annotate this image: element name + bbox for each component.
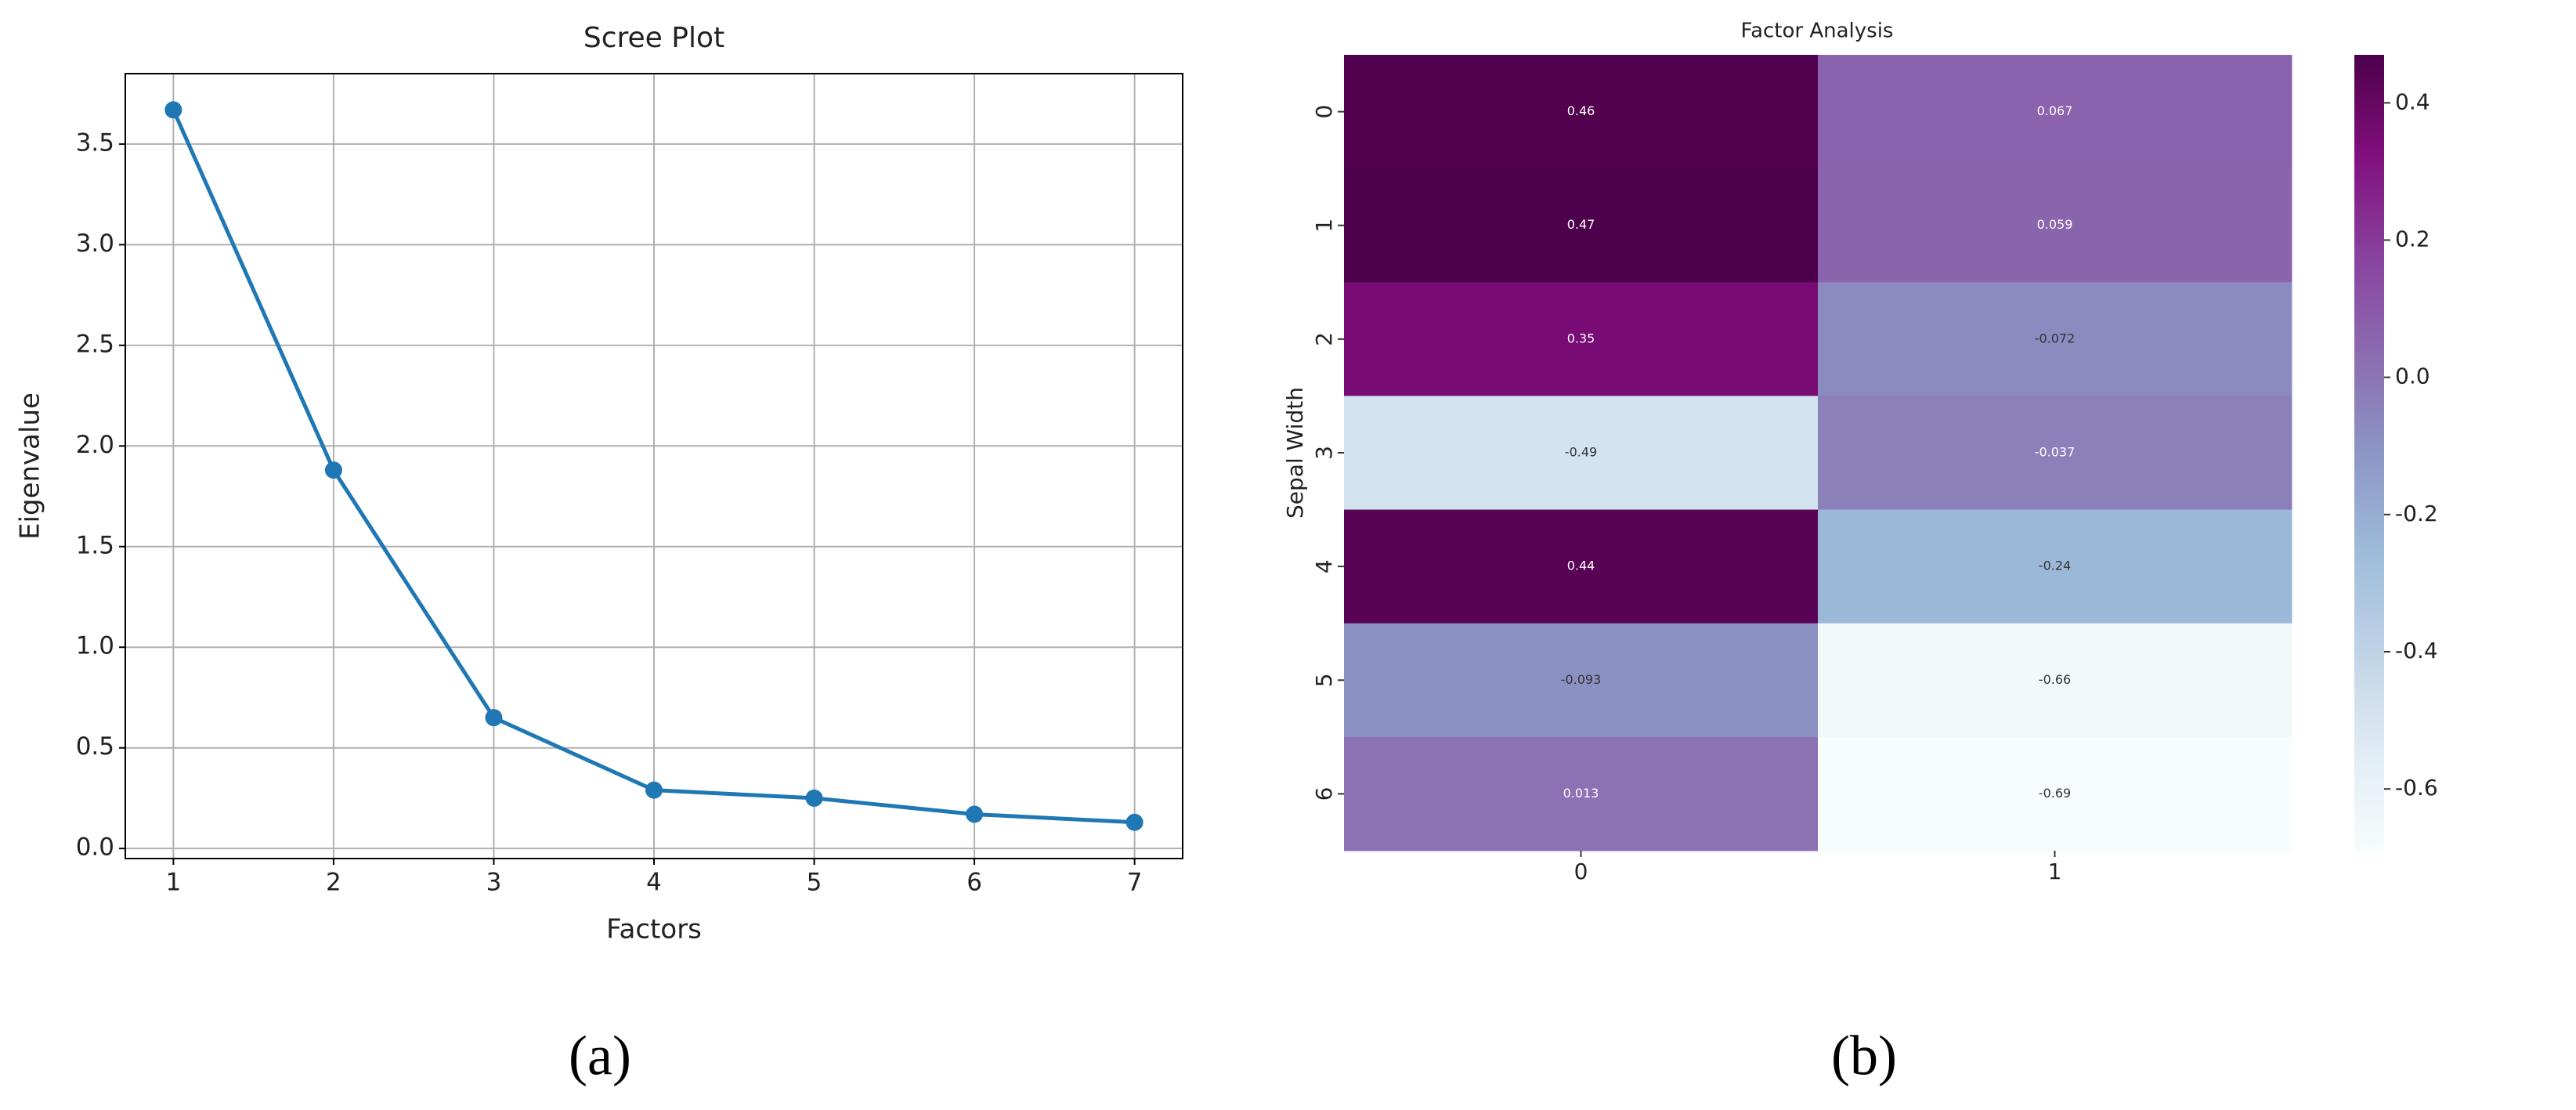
x-tick-label: 5 [807, 869, 822, 897]
point [324, 461, 342, 479]
point [164, 101, 182, 119]
x-tick-label: 6 [966, 869, 982, 897]
point [1125, 813, 1143, 831]
cell-label: 0.059 [2037, 217, 2073, 232]
heatmap-cell [1344, 55, 1819, 169]
chart-title: Factor Analysis [1741, 20, 1894, 43]
y-tick-label: 3.5 [76, 128, 114, 157]
y-tick-label: 2 [1311, 332, 1337, 346]
cell-label: 0.013 [1563, 786, 1599, 801]
point [966, 805, 984, 823]
y-tick-label: 6 [1311, 787, 1337, 801]
heatmap-cell [1344, 168, 1819, 283]
cell-label: 0.067 [2037, 103, 2073, 118]
point [805, 789, 823, 807]
heatmap-cell [1344, 623, 1819, 738]
cell-label: -0.49 [1565, 445, 1597, 460]
cell-label: -0.037 [2035, 445, 2076, 460]
colorbar-tick-label: -0.4 [2395, 638, 2438, 663]
y-tick-label: 3.0 [76, 230, 114, 258]
heatmap-cell [1344, 509, 1819, 624]
heatmap-cell [1344, 736, 1819, 851]
colorbar-tick-label: 0.2 [2395, 226, 2430, 251]
y-tick-label: 0.0 [76, 833, 114, 862]
heatmap-cell [1818, 55, 2292, 169]
x-tick-label: 1 [165, 869, 181, 897]
cell-label: -0.66 [2039, 672, 2071, 687]
x-tick-label: 4 [646, 869, 662, 897]
cell-label: -0.24 [2039, 559, 2071, 573]
x-tick-label: 3 [486, 869, 502, 897]
cell-label: 0.44 [1567, 559, 1595, 573]
heatmap-cell [1818, 282, 2292, 396]
plot-frame [125, 73, 1183, 859]
cell-label: 0.35 [1567, 331, 1595, 345]
y-tick-label: 4 [1311, 559, 1337, 573]
colorbar-tick-label: 0.0 [2395, 363, 2430, 389]
y-axis-label: Eigenvalue [15, 392, 46, 540]
y-tick-label: 2.0 [76, 431, 114, 459]
y-tick-label: 1.5 [76, 531, 114, 559]
cell-label: -0.093 [1561, 672, 1602, 687]
x-tick-label: 2 [326, 869, 341, 897]
heatmap-cell [1818, 168, 2292, 283]
colorbar-tick-label: -0.2 [2395, 501, 2438, 526]
point [485, 709, 503, 727]
heatmap-cell [1818, 396, 2292, 511]
cell-label: -0.072 [2035, 331, 2076, 345]
heatmap-cell [1344, 396, 1819, 511]
y-tick-label: 0.5 [76, 732, 114, 761]
heatmap-cell [1818, 623, 2292, 738]
x-tick-label: 1 [2048, 859, 2062, 884]
x-axis-label: Factors [606, 914, 702, 945]
y-tick-label: 0 [1311, 105, 1337, 119]
panel-caption: (b) [1831, 1025, 1897, 1087]
point [645, 781, 663, 799]
heatmap-cell [1818, 509, 2292, 624]
x-tick-label: 7 [1127, 869, 1143, 897]
panel-caption: (a) [569, 1025, 631, 1087]
cell-label: 0.46 [1567, 103, 1595, 118]
heatmap-cell [1818, 736, 2292, 851]
cell-label: -0.69 [2039, 786, 2071, 801]
colorbar-tick-label: 0.4 [2395, 89, 2430, 114]
y-tick-label: 3 [1311, 446, 1337, 460]
y-tick-label: 5 [1311, 673, 1337, 687]
heatmap-cell [1344, 282, 1819, 396]
y-tick-label: 1.0 [76, 632, 114, 660]
y-tick-label: 2.5 [76, 330, 114, 358]
cell-label: 0.47 [1567, 217, 1595, 232]
x-tick-label: 0 [1574, 859, 1588, 884]
chart-title: Scree Plot [583, 22, 724, 54]
y-axis-label: Sepal Width [1282, 387, 1308, 519]
colorbar [2354, 55, 2384, 851]
colorbar-tick-label: -0.6 [2395, 775, 2438, 801]
y-tick-label: 1 [1311, 219, 1337, 233]
